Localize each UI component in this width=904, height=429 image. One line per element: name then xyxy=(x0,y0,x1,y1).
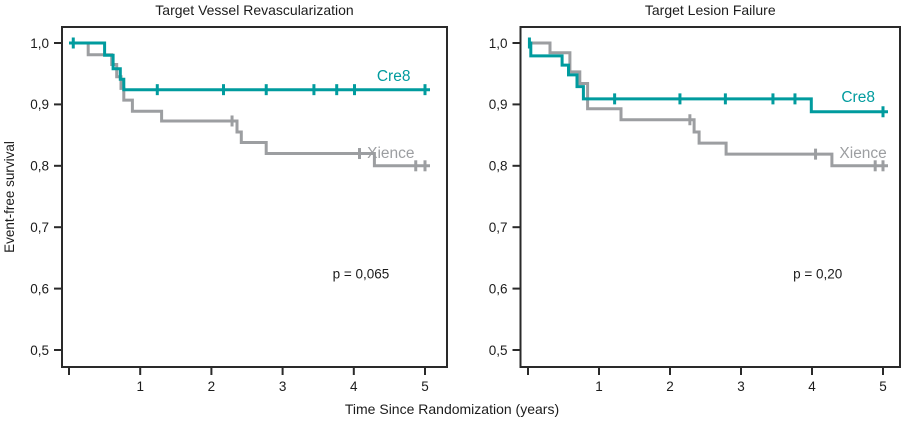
y-tick-label: 0,7 xyxy=(489,220,508,235)
series-label-xience: Xience xyxy=(367,145,414,162)
x-tick-label: 3 xyxy=(737,379,745,394)
series-label-cre8: Cre8 xyxy=(377,68,411,85)
p-value-label: p = 0,065 xyxy=(333,266,390,281)
y-tick-label: 0,5 xyxy=(30,343,49,358)
x-axis-title: Time Since Randomization (years) xyxy=(345,401,559,417)
x-tick-label: 2 xyxy=(666,379,674,394)
x-tick-label: 1 xyxy=(595,379,603,394)
x-tick-label: 3 xyxy=(279,379,287,394)
series-line-cre8 xyxy=(528,41,888,114)
series-label-cre8: Cre8 xyxy=(841,89,875,106)
panel-title: Target Vessel Revascularization xyxy=(155,2,353,18)
y-tick-label: 0,6 xyxy=(489,281,508,296)
y-tick-label: 1,0 xyxy=(30,36,49,51)
p-value-label: p = 0,20 xyxy=(793,266,842,281)
x-tick-label: 1 xyxy=(136,379,144,394)
series-line-xience xyxy=(528,41,888,168)
y-tick-label: 0,8 xyxy=(30,159,49,174)
series-line-cre8 xyxy=(69,41,430,92)
x-tick-label: 2 xyxy=(208,379,216,394)
y-tick-label: 1,0 xyxy=(489,36,508,51)
panel-0: 1,0 0,9 0,8 0,7 0,6 0,5 1 2 3 4 5 Target Vessel Rev… xyxy=(30,2,448,394)
panel-title: Target Lesion Failure xyxy=(645,2,776,18)
y-tick-label: 0,9 xyxy=(489,97,508,112)
y-tick-label: 0,8 xyxy=(489,159,508,174)
x-tick-label: 5 xyxy=(421,379,429,394)
y-tick-label: 0,9 xyxy=(30,97,49,112)
series-label-xience: Xience xyxy=(839,145,886,162)
plot-box xyxy=(61,26,448,368)
x-tick-label: 4 xyxy=(808,379,816,394)
y-tick-label: 0,6 xyxy=(30,281,49,296)
panel-1: 1,0 0,9 0,8 0,7 0,6 0,5 1 2 3 4 5 Target Lesion Fai… xyxy=(489,2,901,394)
y-tick-label: 0,7 xyxy=(30,220,49,235)
plot-box xyxy=(519,26,901,368)
x-tick-label: 5 xyxy=(879,379,887,394)
y-axis-title: Event-free survival xyxy=(2,141,17,253)
y-tick-label: 0,5 xyxy=(489,343,508,358)
x-tick-label: 4 xyxy=(350,379,358,394)
